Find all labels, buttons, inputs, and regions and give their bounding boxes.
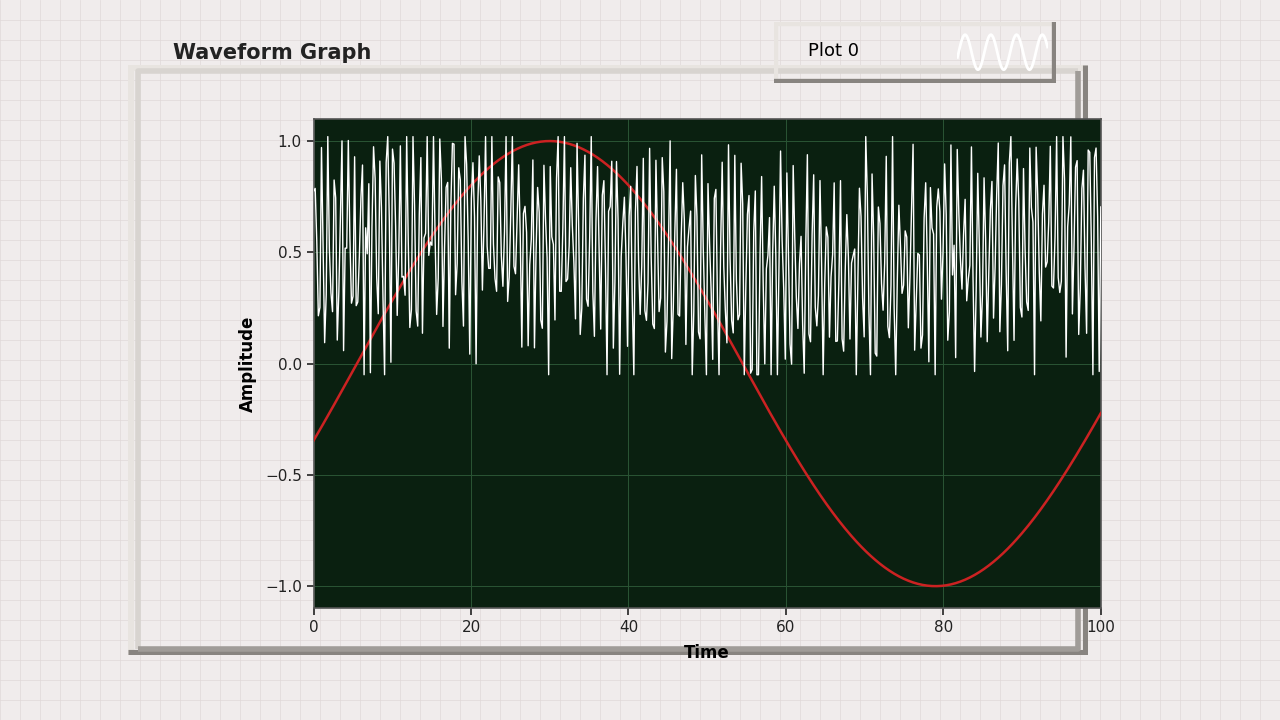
Text: Waveform Graph: Waveform Graph	[173, 43, 371, 63]
Y-axis label: Amplitude: Amplitude	[238, 315, 256, 412]
Text: Plot 0: Plot 0	[808, 42, 859, 60]
X-axis label: Time: Time	[685, 644, 730, 662]
